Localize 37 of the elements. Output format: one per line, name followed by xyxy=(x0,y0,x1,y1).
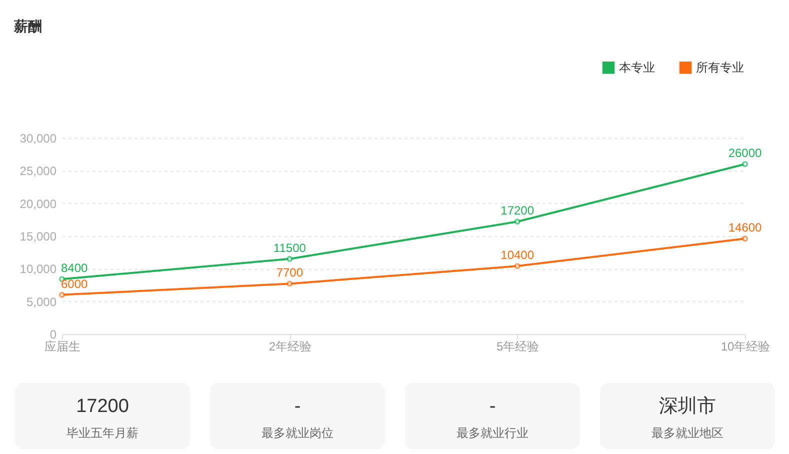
point xyxy=(514,218,520,225)
legend-label: 所有专业 xyxy=(696,60,744,75)
data-label: 10400 xyxy=(500,248,534,262)
data-label: 17200 xyxy=(500,204,534,218)
data-label: 6000 xyxy=(61,276,88,291)
data-label: 7700 xyxy=(276,266,304,280)
text: - xyxy=(293,395,302,419)
x-tick-label: 2年经验 xyxy=(268,340,312,354)
y-tick-label: 10,000 xyxy=(20,262,57,276)
text: 最多就业岗位 xyxy=(260,425,334,442)
text: 最多就业行业 xyxy=(456,425,530,442)
y-tick-label: 15,000 xyxy=(20,230,57,244)
y-tick-label: 5,000 xyxy=(26,294,57,309)
point xyxy=(286,256,293,262)
data-label: 14600 xyxy=(728,220,762,235)
x-tick-label: 10年经验 xyxy=(720,340,770,354)
data-label: 26000 xyxy=(728,146,762,160)
x-tick-label: 5年经验 xyxy=(496,340,540,354)
text: - xyxy=(488,395,497,419)
text: 17200 xyxy=(75,395,130,419)
point xyxy=(514,263,520,270)
legend-label: 本专业 xyxy=(619,60,655,75)
y-tick-label: 30,000 xyxy=(20,132,57,146)
text: 毕业五年月薪 xyxy=(66,425,140,442)
chart-title: 薪酬 xyxy=(14,18,42,36)
point xyxy=(286,280,293,287)
y-tick-label: 0 xyxy=(50,328,57,342)
point xyxy=(742,161,748,168)
text: 深圳市 xyxy=(658,395,717,419)
data-label: 8400 xyxy=(61,261,88,276)
point xyxy=(59,292,65,298)
y-tick-label: 20,000 xyxy=(20,196,57,211)
data-label: 11500 xyxy=(273,240,306,255)
x-tick-label: 应届生 xyxy=(44,340,80,354)
text: 最多就业地区 xyxy=(650,425,724,442)
y-tick-label: 25,000 xyxy=(20,164,57,178)
point xyxy=(742,236,748,242)
